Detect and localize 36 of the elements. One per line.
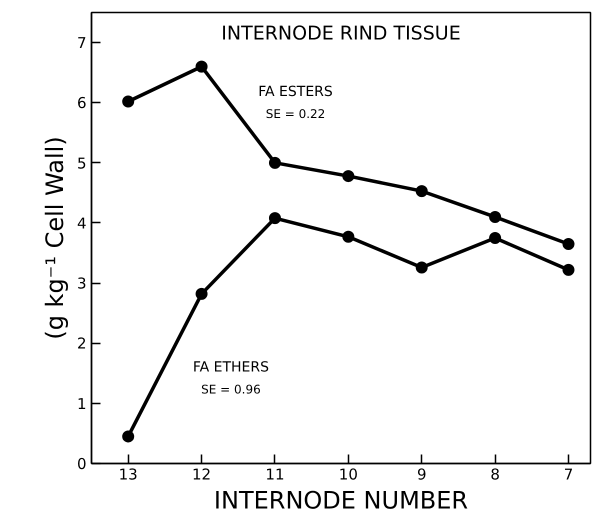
y-tick-label: 1 — [76, 394, 87, 413]
x-tick-label: 7 — [564, 466, 574, 484]
point — [122, 430, 134, 442]
y-tick-label: 6 — [76, 94, 87, 112]
x-tick-label: 11 — [265, 466, 285, 484]
y-tick-label: 2 — [76, 334, 87, 353]
y-tick-label: 5 — [76, 154, 87, 172]
annotation: SE = 0.22 — [266, 106, 326, 121]
series-label: FA ESTERS — [258, 84, 333, 100]
y-tick-label: 3 — [76, 274, 87, 293]
point — [342, 170, 354, 182]
y-axis-title: (g kg⁻¹ Cell Wall) — [40, 136, 69, 340]
series-label: FA ETHERS — [192, 359, 270, 376]
point — [489, 232, 502, 244]
point — [562, 264, 574, 276]
x-tick-label: 10 — [338, 466, 358, 484]
x-tick-label: 9 — [416, 466, 426, 484]
y-tick-label: 7 — [76, 34, 87, 52]
x-tick-label: 13 — [118, 466, 138, 484]
point — [196, 288, 208, 300]
x-tick-label: 8 — [490, 466, 500, 484]
point — [562, 238, 574, 250]
point — [342, 230, 354, 243]
point — [268, 212, 281, 224]
y-tick-label: 4 — [76, 214, 87, 232]
point — [489, 210, 502, 223]
point — [122, 96, 134, 108]
x-axis-title: INTERNODE NUMBER — [214, 486, 468, 514]
text: INTERNODE RIND TISSUE — [221, 22, 461, 44]
point — [416, 261, 428, 274]
point — [196, 60, 208, 73]
x-tick-label: 12 — [192, 466, 212, 484]
annotation: SE = 0.96 — [201, 382, 261, 396]
point — [416, 185, 428, 198]
point — [268, 156, 281, 169]
y-tick-label: 0 — [76, 455, 87, 473]
